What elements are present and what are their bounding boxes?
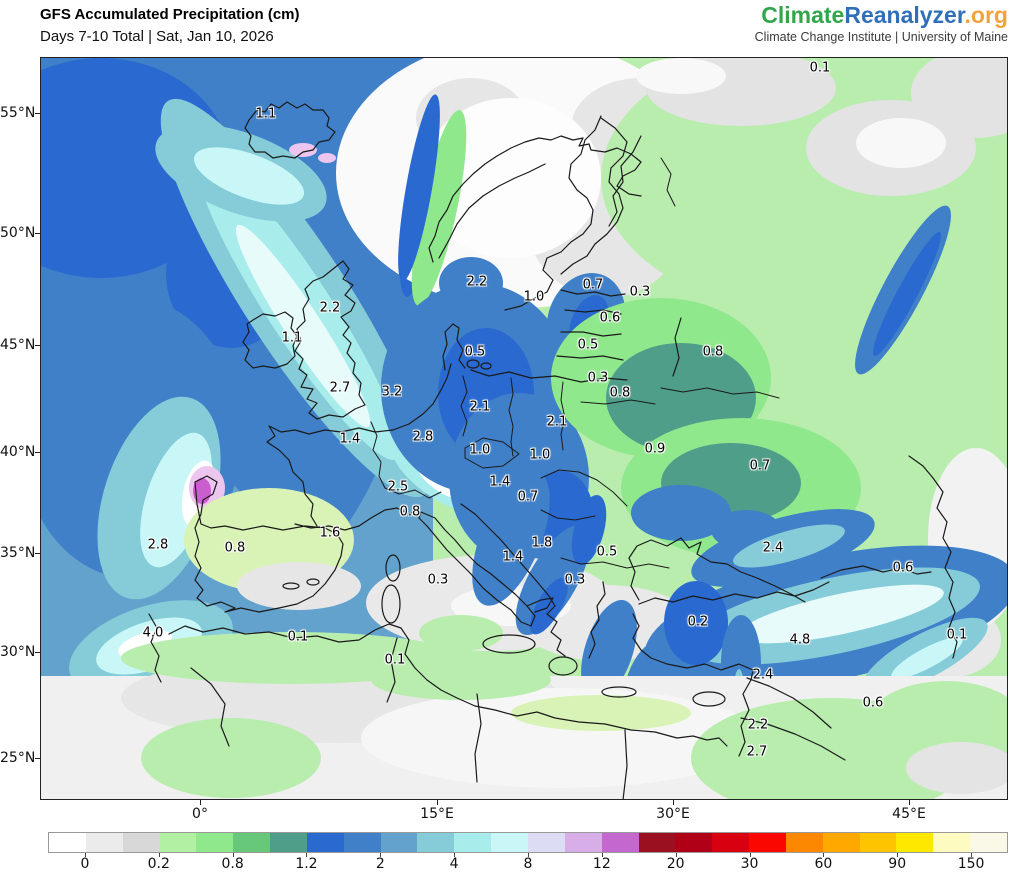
- colorbar-tick-label: 30: [740, 856, 759, 872]
- lat-tick-label: 35°N: [0, 545, 36, 561]
- colorbar-segment: [822, 833, 860, 852]
- lon-tick-label: 45°E: [892, 806, 926, 822]
- colorbar-segment: [527, 833, 565, 852]
- colorbar-segment: [601, 833, 639, 852]
- lat-tick-label: 45°N: [0, 337, 36, 353]
- colorbar-segment: [417, 833, 455, 852]
- lon-tick-mark: [200, 800, 201, 805]
- colorbar-tick-mark: [528, 853, 529, 857]
- colorbar-segment: [970, 833, 1007, 852]
- colorbar-tick-mark: [380, 853, 382, 857]
- logo-reanalyzer: Reanalyzer: [844, 2, 965, 28]
- colorbar-segment: [491, 833, 528, 852]
- lon-tick-label: 15°E: [420, 806, 454, 822]
- colorbar-tick-mark: [749, 853, 751, 857]
- colorbar-tick-label: 8: [523, 856, 533, 872]
- colorbar-tick-mark: [675, 853, 677, 857]
- climate-reanalyzer-logo[interactable]: ClimateReanalyzer.org: [761, 2, 1008, 29]
- colorbar-segment: [306, 833, 344, 852]
- colorbar-tick-mark: [232, 853, 234, 857]
- colorbar-tick-label: 0.8: [221, 856, 244, 872]
- precipitation-map: [40, 57, 1008, 800]
- logo-climate: Climate: [761, 2, 845, 28]
- colorbar-tick-label: 0.2: [147, 856, 170, 872]
- colorbar-segment: [933, 833, 971, 852]
- colorbar-tick-mark: [84, 853, 86, 857]
- colorbar-segment: [859, 833, 897, 852]
- lat-tick-label: 55°N: [0, 105, 36, 121]
- colorbar-tick-mark: [158, 853, 160, 857]
- lat-tick-label: 25°N: [0, 750, 36, 766]
- logo-org: .org: [964, 2, 1008, 28]
- lat-tick-label: 40°N: [0, 444, 36, 460]
- lon-tick-label: 30°E: [656, 806, 690, 822]
- colorbar-tick-label: 0: [80, 856, 90, 872]
- colorbar-segment: [454, 833, 492, 852]
- colorbar-segment: [49, 833, 86, 852]
- lat-tick-label: 50°N: [0, 225, 36, 241]
- colorbar-tick-mark: [306, 853, 308, 857]
- colorbar-tick-label: 60: [814, 856, 833, 872]
- colorbar-tick-mark: [971, 853, 973, 857]
- colorbar-tick-label: 4: [449, 856, 459, 872]
- colorbar-segment: [675, 833, 713, 852]
- colorbar-segment: [785, 833, 823, 852]
- colorbar-tick-mark: [454, 853, 456, 857]
- colorbar-tick-mark: [601, 853, 603, 857]
- map-title: GFS Accumulated Precipitation (cm): [40, 6, 300, 23]
- colorbar-segment: [122, 833, 160, 852]
- colorbar-tick-label: 150: [957, 856, 985, 872]
- colorbar-segment: [564, 833, 602, 852]
- colorbar-segment: [233, 833, 271, 852]
- colorbar-tick-label: 1.2: [295, 856, 318, 872]
- colorbar-tick-label: 12: [592, 856, 611, 872]
- colorbar-tick-mark: [897, 853, 899, 857]
- colorbar-segment: [270, 833, 307, 852]
- colorbar-segment: [343, 833, 381, 852]
- colorbar-segment: [712, 833, 750, 852]
- lat-tick-label: 30°N: [0, 644, 36, 660]
- colorbar: [48, 832, 1008, 853]
- colorbar-tick-mark: [823, 853, 825, 857]
- lon-tick-mark: [909, 800, 910, 805]
- colorbar-segment: [638, 833, 676, 852]
- colorbar-tick-label: 20: [666, 856, 685, 872]
- precipitation-field: [41, 58, 1007, 799]
- colorbar-segment: [85, 833, 123, 852]
- colorbar-segment: [196, 833, 234, 852]
- lon-tick-label: 0°: [192, 806, 208, 822]
- lon-tick-mark: [673, 800, 674, 805]
- colorbar-segment: [749, 833, 786, 852]
- colorbar-tick-label: 2: [375, 856, 385, 872]
- map-subtitle: Days 7-10 Total | Sat, Jan 10, 2026: [40, 28, 274, 45]
- lon-tick-mark: [437, 800, 438, 805]
- institute-text: Climate Change Institute | University of…: [754, 30, 1008, 44]
- colorbar-segment: [159, 833, 197, 852]
- colorbar-segment: [896, 833, 934, 852]
- colorbar-tick-label: 90: [888, 856, 907, 872]
- colorbar-segment: [380, 833, 418, 852]
